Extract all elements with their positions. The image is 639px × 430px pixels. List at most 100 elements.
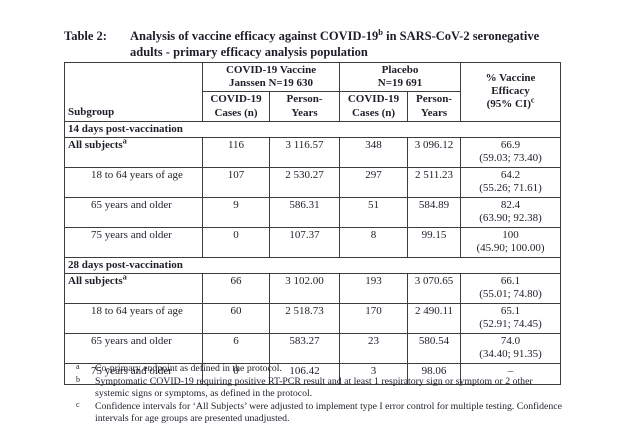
footnote-ref-c: c [530, 95, 535, 105]
vaccine-cases-cell: 0 [202, 363, 270, 386]
vaccine-efficacy-cell: 82.4 (63.90; 92.38) [460, 196, 562, 228]
section-title: 14 days post-vaccination [63, 120, 562, 138]
placebo-cases-cell: 297 [339, 166, 409, 198]
vaccine-cases-cell: 9 [202, 196, 270, 228]
ve-value: 74.0 [500, 335, 521, 348]
placebo-person-years-cell: 3 070.65 [407, 273, 462, 305]
footnote-text: Symptomatic COVID-19 requiring positive … [95, 375, 533, 399]
table-title-text: Analysis of vaccine efficacy against COV… [130, 28, 562, 61]
vaccine-group-header: COVID-19 Vaccine Janssen N=19 630 [201, 61, 341, 93]
subgroup-cell: All subjectsa [64, 136, 203, 168]
cases-header-line1: COVID-19 [347, 93, 400, 106]
ve-value: 66.1 [500, 275, 521, 288]
cases-header-line2: Cases (n) [351, 106, 396, 119]
subgroup-cell: 75 years and older [64, 226, 203, 258]
vaccine-efficacy-cell: 74.0 (34.40; 91.35) [460, 333, 562, 365]
ve-value: – [507, 365, 514, 378]
vaccine-person-years-cell: 2 518.73 [268, 303, 341, 335]
placebo-cases-cell: 193 [339, 273, 409, 305]
footnote-marker: a [76, 362, 80, 371]
placebo-cases-cell: 3 [339, 363, 409, 386]
placebo-cases-cell: 8 [339, 226, 409, 258]
footnote-ref-a: a [122, 273, 127, 282]
ve-value: 100 [502, 228, 519, 241]
ve-header-line1: % Vaccine [485, 72, 536, 85]
placebo-cases-cell: 348 [339, 136, 409, 168]
header-row-measures: COVID-19 Cases (n) Person- Years COVID-1… [65, 91, 561, 122]
cases-header-line1: COVID-19 [210, 93, 262, 106]
vaccine-efficacy-cell: 100 (45.90; 100.00) [460, 226, 562, 258]
vaccine-person-years-cell: 106.42 [268, 363, 341, 386]
subgroup-cell: All subjectsa [64, 273, 203, 305]
footnote-ref-a: a [122, 137, 127, 146]
section-row-14-days: 14 days post-vaccination [63, 120, 562, 138]
subgroup-column-header: Subgroup [64, 62, 203, 122]
table-row-18-64: 18 to 64 years of age 60 2 518.73 170 2 … [64, 303, 562, 335]
vaccine-person-years-header: Person- Years [268, 91, 341, 122]
vaccine-cases-cell: 116 [202, 136, 270, 168]
subgroup-cell: 65 years and older [64, 333, 203, 365]
title-line1-cont: in SARS-CoV-2 seronegative [382, 29, 540, 43]
vaccine-person-years-cell: 583.27 [268, 333, 341, 365]
vaccine-cases-cell: 60 [202, 303, 270, 335]
vaccine-cases-cell: 66 [202, 273, 270, 305]
vaccine-efficacy-cell: 66.1 (55.01; 74.80) [460, 273, 562, 305]
ve-value: 66.9 [500, 138, 521, 151]
section-title: 28 days post-vaccination [63, 256, 562, 275]
ve-value: 64.2 [500, 168, 521, 181]
ve-ci: (34.40; 91.35) [479, 348, 542, 361]
placebo-person-years-header: Person- Years [407, 91, 462, 122]
table-row-75-older: 75 years and older 0 107.37 8 99.15 100(… [64, 226, 562, 258]
placebo-group-header: Placebo N=19 691 [339, 61, 462, 93]
subgroup-cell: 65 years and older [64, 196, 203, 228]
placebo-cases-cell: 170 [339, 303, 409, 335]
ve-ci: (55.01; 74.80) [479, 288, 542, 301]
ve-ci-label: (95% CI) [486, 98, 531, 111]
subgroup-label: 65 years and older [91, 198, 172, 211]
subgroup-label: All subjects [68, 275, 123, 288]
placebo-group-name: Placebo [381, 64, 419, 76]
vaccine-efficacy-cell: 65.1 (52.91; 74.45) [460, 303, 562, 335]
table-row-all-subjects: All subjectsa 66 3 102.00 193 3 070.65 6… [64, 273, 562, 305]
subgroup-label: All subjects [68, 138, 123, 151]
table-row-65-older: 65 years and older 6 583.27 23 580.54 74… [64, 333, 562, 365]
vaccine-efficacy-column-header: % Vaccine Efficacy (95% CI)c [460, 62, 562, 122]
footnote-text: Confidence intervals for ‘All Subjects’ … [95, 400, 562, 424]
vaccine-person-years-cell: 3 116.57 [268, 136, 341, 168]
title-line2: adults - primary efficacy analysis popul… [130, 45, 368, 60]
vaccine-person-years-cell: 107.37 [268, 226, 341, 258]
subgroup-label: 18 to 64 years of age [91, 168, 183, 181]
section-row-28-days: 28 days post-vaccination [63, 256, 562, 275]
title-line1: Analysis of vaccine efficacy against COV… [130, 29, 379, 43]
footnote-marker: c [76, 399, 80, 409]
ve-header-line3: (95% CI)c [463, 95, 558, 111]
subgroup-cell: 18 to 64 years of age [64, 303, 203, 335]
py-header-line1: Person- [286, 93, 323, 106]
vaccine-group-name: COVID-19 Vaccine [225, 64, 317, 76]
table-row-75-older: 75 years and older 0 106.42 3 98.06 – [64, 363, 562, 386]
vaccine-cases-cell: 6 [202, 333, 270, 365]
placebo-person-years-cell: 584.89 [407, 196, 462, 228]
subgroup-label: 65 years and older [91, 335, 172, 348]
subgroup-cell: 18 to 64 years of age [64, 166, 203, 198]
ve-ci: (55.26; 71.61) [479, 182, 542, 195]
table-row-65-older: 65 years and older 9 586.31 51 584.89 82… [64, 196, 562, 228]
placebo-cases-cell: 23 [339, 333, 409, 365]
vaccine-cases-cell: 0 [202, 226, 270, 258]
vaccine-efficacy-cell: – [460, 363, 562, 386]
placebo-cases-cell: 51 [339, 196, 409, 228]
placebo-person-years-cell: 2 490.11 [407, 303, 462, 335]
footnote-b: b Symptomatic COVID-19 requiring positiv… [64, 375, 566, 400]
footnote-ref-b: b [378, 26, 383, 37]
py-header-line2: Years [291, 106, 318, 119]
vaccine-efficacy-cell: 64.2 (55.26; 71.61) [460, 166, 562, 198]
placebo-cases-header: COVID-19 Cases (n) [339, 91, 409, 122]
table-row-18-64: 18 to 64 years of age 107 2 530.27 297 2… [64, 166, 562, 198]
ve-ci: (45.90; 100.00) [476, 242, 545, 255]
placebo-person-years-cell: 580.54 [407, 333, 462, 365]
vaccine-cases-cell: 107 [202, 166, 270, 198]
table-row-all-subjects: All subjectsa 116 3 116.57 348 3 096.12 … [64, 136, 562, 168]
placebo-person-years-cell: 99.15 [407, 226, 462, 258]
footnotes: a Co-primary endpoint as defined in the … [64, 362, 566, 426]
